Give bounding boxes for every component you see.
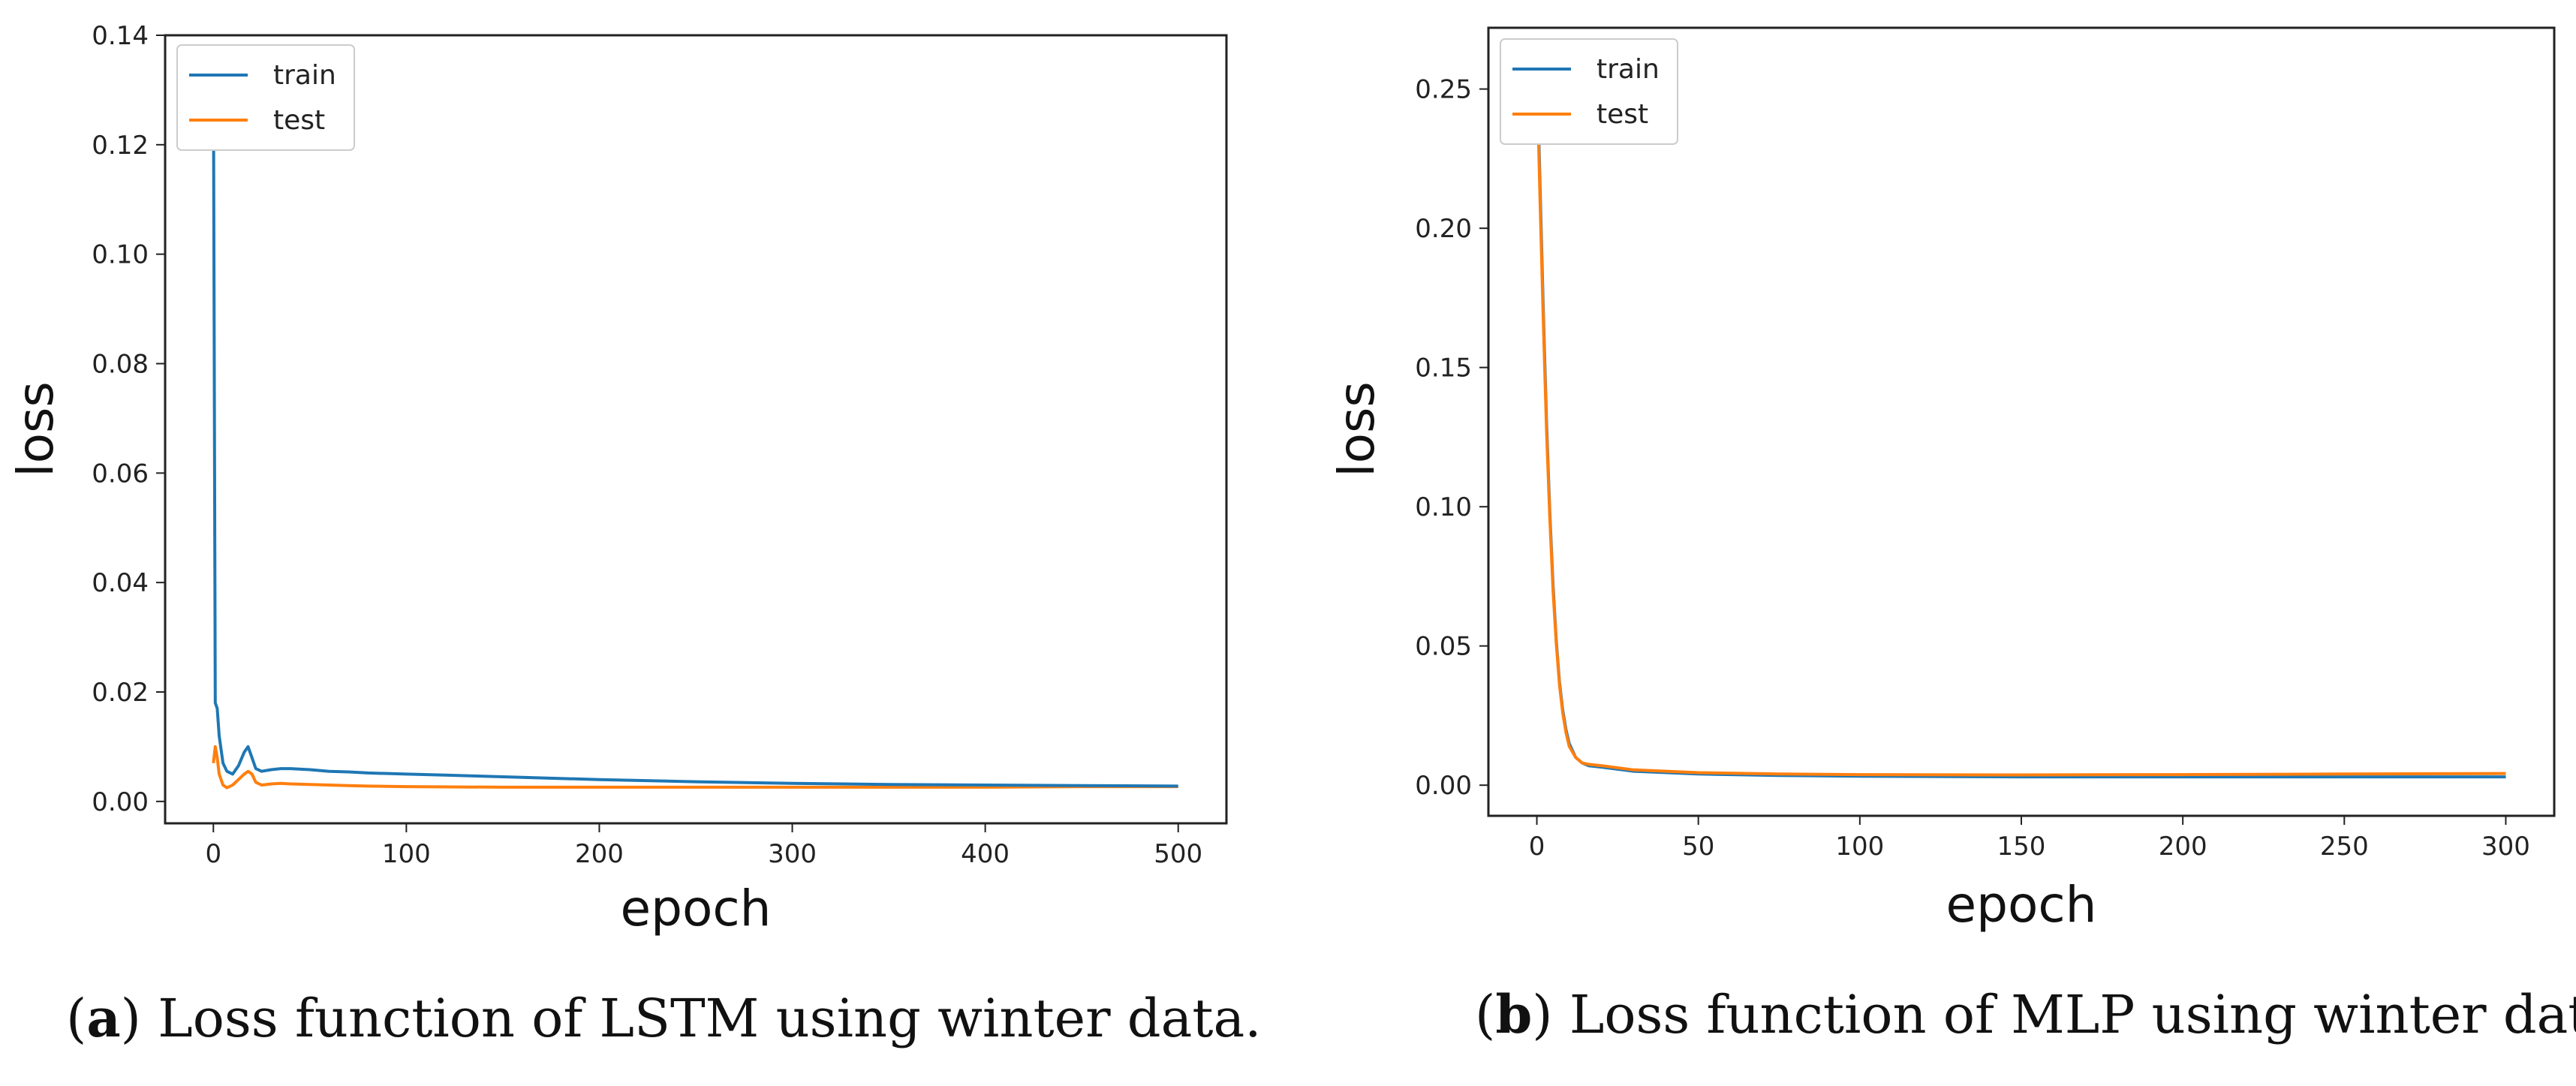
- caption-b-text: Loss function of MLP using winter data.: [1569, 984, 2576, 1045]
- y-tick-label: 0.05: [1415, 632, 1472, 662]
- y-tick-label: 0.02: [92, 678, 149, 708]
- chart-a-series: [212, 68, 1178, 790]
- y-tick-label: 0.04: [92, 568, 149, 598]
- caption-a: (a) Loss function of LSTM using winter d…: [66, 987, 1262, 1049]
- y-tick-label: 0.12: [92, 131, 149, 161]
- x-tick-label: 100: [382, 839, 431, 869]
- caption-b-label: b: [1495, 983, 1533, 1045]
- y-tick-label: 0.10: [92, 240, 149, 270]
- chart-a-legend: train test: [176, 44, 355, 151]
- chart-b-legend-train-label: train: [1596, 54, 1660, 85]
- x-tick-label: 0: [1529, 832, 1545, 862]
- chart-b-x-axis-label: epoch: [1946, 876, 2097, 934]
- chart-a: 0 100 200 300 400 500 0.00 0.02 0.04 0.06 0.08 0.1…: [7, 21, 1228, 937]
- chart-b-legend-test-label: test: [1596, 99, 1648, 130]
- chart-a-x-ticks: 0 100 200 300 400 500: [205, 823, 1202, 869]
- x-tick-label: 50: [1682, 832, 1714, 862]
- x-tick-label: 300: [768, 839, 817, 869]
- chart-b: 0 50 100 150 200 250 300 0.000.050.100.150.200…: [1328, 26, 2556, 934]
- series-line-test: [1535, 69, 2506, 777]
- chart-a-x-axis-label: epoch: [621, 880, 772, 937]
- chart-b-plot-frame: [1487, 26, 2556, 817]
- y-tick-label: 0.00: [92, 787, 149, 817]
- y-tick-label: 0.20: [1415, 214, 1472, 244]
- y-tick-label: 0.08: [92, 350, 149, 380]
- x-tick-label: 200: [2159, 832, 2207, 862]
- series-line-test: [212, 745, 1178, 790]
- x-tick-label: 400: [961, 839, 1010, 869]
- x-tick-label: 300: [2481, 832, 2530, 862]
- chart-a-plot-frame: [164, 34, 1228, 825]
- chart-a-y-axis-label: loss: [7, 381, 65, 477]
- y-tick-label: 0.00: [1415, 771, 1472, 801]
- caption-a-text: Loss function of LSTM using winter data.: [158, 988, 1262, 1049]
- x-tick-label: 200: [575, 839, 624, 869]
- y-tick-label: 0.14: [92, 21, 149, 51]
- y-tick-label: 0.15: [1415, 353, 1472, 384]
- chart-b-legend-box: [1500, 38, 1678, 145]
- x-tick-label: 250: [2320, 832, 2369, 862]
- chart-a-legend-train-label: train: [273, 60, 336, 91]
- chart-a-legend-box: [176, 44, 355, 151]
- chart-b-series: [1535, 56, 2506, 779]
- y-tick-label: 0.25: [1415, 75, 1472, 105]
- chart-a-y-ticks: 0.00 0.02 0.04 0.06 0.08 0.10 0.12 0.14: [92, 21, 165, 817]
- caption-a-label: a: [86, 987, 121, 1049]
- chart-b-legend: train test: [1500, 38, 1678, 145]
- y-tick-label: 0.06: [92, 459, 149, 489]
- caption-b: (b) Loss function of MLP using winter da…: [1475, 983, 2576, 1045]
- chart-b-y-ticks: 0.00 0.05 0.10 0.15 0.20 0.25: [1415, 75, 1488, 801]
- series-line-train: [212, 68, 1178, 788]
- x-tick-label: 150: [1997, 832, 2046, 862]
- x-tick-label: 0: [205, 839, 221, 869]
- x-tick-label: 100: [1835, 832, 1884, 862]
- x-tick-label: 500: [1154, 839, 1202, 869]
- chart-b-x-ticks: 0 50 100 150 200 250 300: [1529, 816, 2530, 862]
- y-tick-label: 0.10: [1415, 492, 1472, 522]
- chart-b-y-axis-label: loss: [1328, 381, 1386, 477]
- chart-a-legend-test-label: test: [273, 105, 325, 136]
